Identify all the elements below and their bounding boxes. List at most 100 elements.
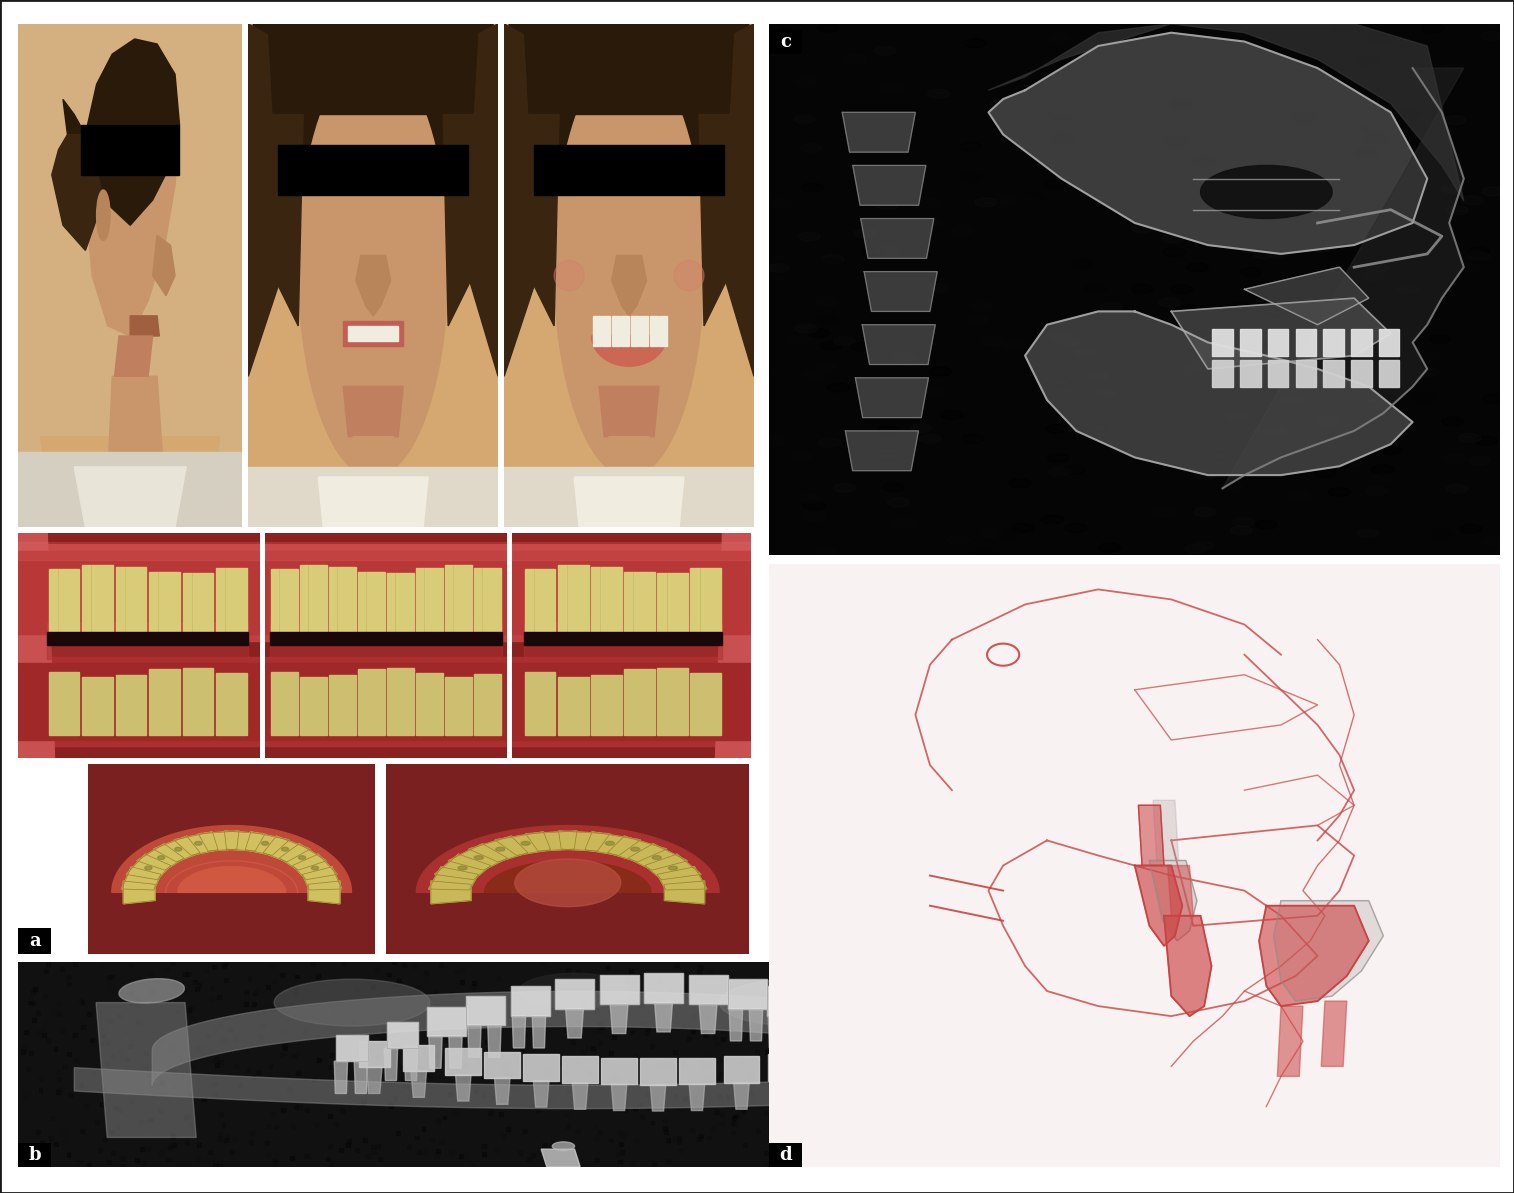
- Polygon shape: [612, 255, 646, 316]
- Point: [107, 1041, 132, 1061]
- Polygon shape: [855, 1075, 872, 1101]
- Point: [781, 1077, 805, 1096]
- Point: [1049, 1143, 1073, 1162]
- Point: [710, 1051, 734, 1070]
- Point: [583, 1117, 607, 1136]
- Point: [998, 1108, 1022, 1127]
- Point: [696, 1055, 721, 1074]
- Point: [1023, 1133, 1048, 1152]
- Point: [924, 1003, 948, 1022]
- Point: [1057, 976, 1081, 995]
- Ellipse shape: [1195, 19, 1217, 29]
- Ellipse shape: [1179, 464, 1201, 474]
- Polygon shape: [466, 996, 506, 1025]
- Point: [671, 1052, 695, 1071]
- Ellipse shape: [1249, 123, 1270, 131]
- Ellipse shape: [1282, 175, 1304, 184]
- Point: [730, 1001, 754, 1020]
- Point: [650, 1090, 674, 1109]
- Point: [999, 1141, 1023, 1160]
- Point: [622, 1099, 646, 1118]
- Ellipse shape: [674, 260, 704, 291]
- Point: [636, 1084, 660, 1104]
- Point: [607, 994, 631, 1013]
- Ellipse shape: [1170, 285, 1193, 293]
- Point: [583, 1073, 607, 1092]
- Point: [951, 965, 975, 984]
- Point: [322, 1005, 347, 1024]
- Point: [510, 1041, 534, 1061]
- Point: [964, 1124, 989, 1143]
- Point: [98, 1024, 123, 1043]
- Ellipse shape: [1307, 470, 1329, 478]
- Ellipse shape: [815, 361, 836, 371]
- Ellipse shape: [157, 855, 165, 859]
- Point: [422, 1149, 447, 1168]
- Point: [362, 1096, 386, 1115]
- Point: [130, 1036, 154, 1055]
- Ellipse shape: [795, 324, 818, 333]
- Point: [35, 1032, 59, 1051]
- Point: [406, 1019, 430, 1038]
- Point: [724, 1106, 748, 1125]
- Ellipse shape: [928, 284, 949, 292]
- Point: [395, 987, 419, 1006]
- Point: [129, 1013, 153, 1032]
- Point: [213, 971, 238, 990]
- Point: [418, 1067, 442, 1086]
- Point: [709, 1089, 733, 1108]
- Ellipse shape: [889, 126, 911, 136]
- Polygon shape: [456, 1075, 471, 1101]
- Ellipse shape: [1087, 371, 1110, 381]
- Ellipse shape: [804, 370, 825, 379]
- Point: [983, 1105, 1007, 1124]
- Point: [854, 1119, 878, 1138]
- Ellipse shape: [910, 424, 931, 433]
- Point: [628, 996, 653, 1015]
- Polygon shape: [643, 973, 683, 1002]
- Point: [604, 990, 628, 1009]
- Point: [282, 1118, 306, 1137]
- Point: [512, 1026, 536, 1045]
- Point: [587, 1014, 612, 1033]
- Point: [360, 978, 385, 997]
- Point: [986, 1144, 1010, 1163]
- Point: [709, 1015, 733, 1034]
- Point: [148, 1101, 173, 1120]
- Polygon shape: [344, 321, 403, 346]
- Ellipse shape: [816, 297, 839, 307]
- Ellipse shape: [834, 336, 855, 346]
- Point: [712, 1064, 736, 1083]
- Point: [24, 1120, 48, 1139]
- Ellipse shape: [1184, 544, 1207, 554]
- Ellipse shape: [1441, 418, 1464, 426]
- Point: [207, 1156, 232, 1175]
- Polygon shape: [18, 663, 260, 740]
- Point: [1040, 1124, 1064, 1143]
- Point: [1043, 1069, 1067, 1088]
- Point: [220, 1143, 244, 1162]
- Point: [136, 1139, 160, 1158]
- Polygon shape: [329, 567, 356, 632]
- Point: [983, 993, 1007, 1012]
- Point: [955, 1016, 980, 1036]
- Point: [383, 1088, 407, 1107]
- Point: [301, 954, 326, 973]
- Ellipse shape: [942, 103, 964, 111]
- Polygon shape: [657, 867, 707, 890]
- Point: [1113, 966, 1137, 985]
- Polygon shape: [335, 1062, 348, 1094]
- Polygon shape: [248, 466, 498, 527]
- Point: [604, 1013, 628, 1032]
- Point: [218, 1020, 242, 1039]
- Point: [80, 1063, 104, 1082]
- Point: [668, 1129, 692, 1148]
- Polygon shape: [893, 1022, 924, 1049]
- Ellipse shape: [1293, 112, 1316, 122]
- Point: [241, 1067, 265, 1086]
- Point: [422, 1050, 447, 1069]
- Ellipse shape: [519, 973, 630, 1008]
- Point: [298, 985, 322, 1005]
- Polygon shape: [766, 987, 805, 1015]
- Point: [637, 1100, 662, 1119]
